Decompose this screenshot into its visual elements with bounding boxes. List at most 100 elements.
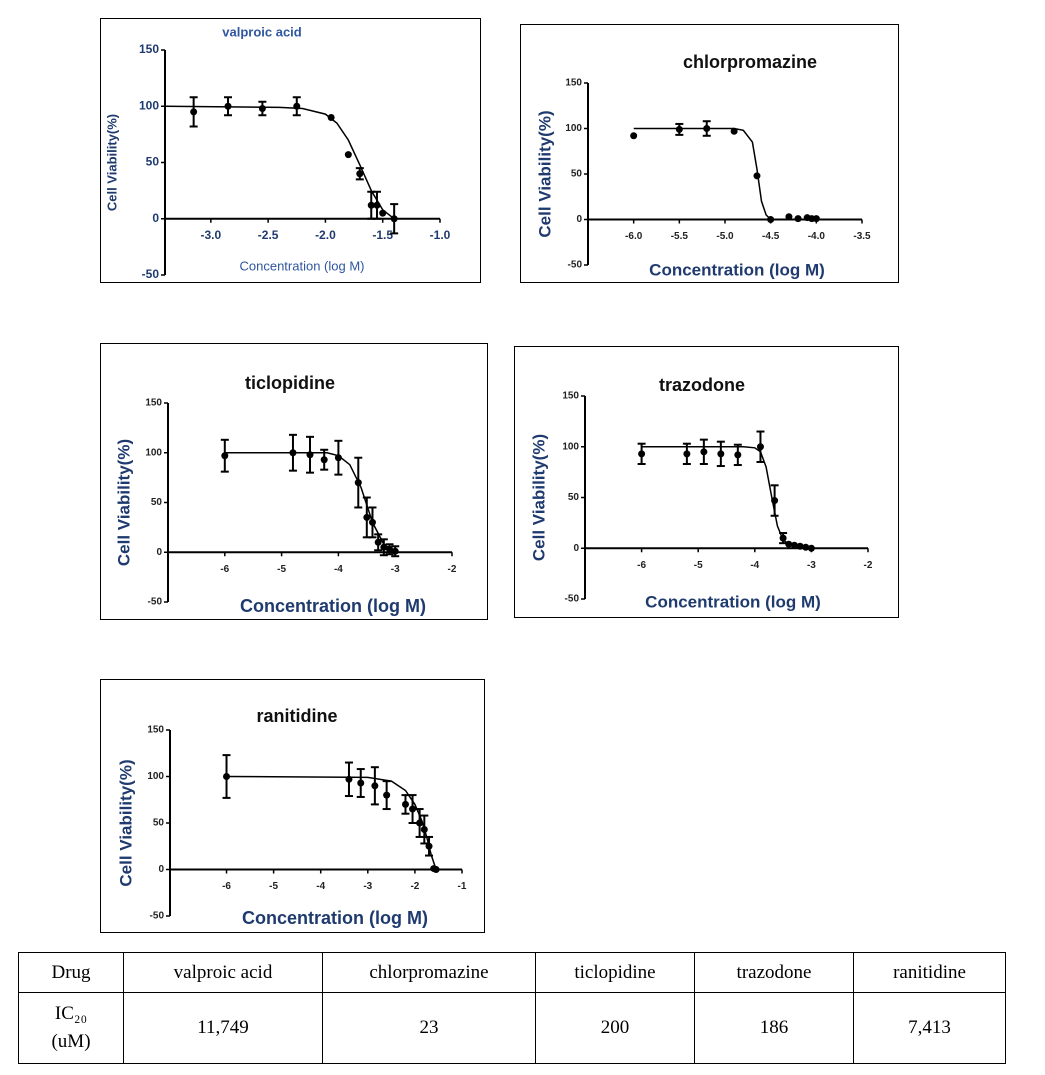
header-cell: valproic acid <box>123 952 323 993</box>
y-axis-label: Cell Viability(%) <box>104 114 119 211</box>
y-tick-label: 150 <box>565 78 582 89</box>
data-point <box>630 132 638 140</box>
chart-title: valproic acid <box>222 24 302 39</box>
data-point <box>756 443 764 451</box>
x-axis-label: Concentration (log M) <box>649 260 825 279</box>
x-axis-label: Concentration (log M) <box>240 258 365 273</box>
data-point <box>356 170 364 178</box>
data-point <box>717 450 725 458</box>
chart-title: trazodone <box>659 375 745 395</box>
data-point <box>367 201 375 209</box>
x-tick-label: -3 <box>807 560 816 571</box>
y-tick-label: -50 <box>565 594 580 605</box>
data-point <box>374 538 382 546</box>
x-tick-label: -4.0 <box>808 231 826 242</box>
cell: 23 <box>322 992 536 1064</box>
x-tick-label: -4 <box>750 560 759 571</box>
y-axis-label: Cell Viability(%) <box>535 110 554 237</box>
x-axis-label: Concentration (log M) <box>242 908 428 928</box>
x-tick-label: -5.5 <box>671 231 689 242</box>
header-cell: Drug <box>18 952 124 993</box>
fit-curve <box>224 452 396 553</box>
y-tick-label: 150 <box>562 391 579 402</box>
fit-curve <box>164 105 395 220</box>
y-tick-label: 100 <box>562 441 579 452</box>
data-point <box>675 125 683 133</box>
x-axis-label: Concentration (log M) <box>240 596 426 616</box>
row-label: IC₂₀ (uM) <box>18 992 124 1064</box>
x-tick-label: -5.0 <box>716 231 734 242</box>
fit-curve <box>641 446 812 550</box>
x-tick-label: -3 <box>391 564 400 575</box>
header-cell: ticlopidine <box>535 952 695 993</box>
x-tick-label: -2 <box>410 881 419 892</box>
y-tick-label: 150 <box>139 42 159 56</box>
cell: 200 <box>535 992 695 1064</box>
x-tick-label: -1.5 <box>372 228 393 242</box>
y-tick-label: 0 <box>152 211 159 225</box>
cell: 7,413 <box>853 992 1006 1064</box>
cell: 186 <box>694 992 854 1064</box>
y-axis-label: Cell Viability(%) <box>116 759 135 886</box>
header-cell: trazodone <box>694 952 854 993</box>
x-tick-label: -5 <box>694 560 703 571</box>
data-point <box>221 452 229 460</box>
data-point <box>401 800 409 808</box>
data-point <box>409 805 417 813</box>
y-tick-label: 100 <box>145 447 162 458</box>
y-axis-label: Cell Viability(%) <box>529 434 548 561</box>
x-tick-label: -2 <box>448 564 457 575</box>
cell: 11,749 <box>123 992 323 1064</box>
y-tick-label: 0 <box>156 547 162 558</box>
panel-frame <box>100 679 485 933</box>
x-tick-label: -3.0 <box>200 228 221 242</box>
table-header: Drug valproic acid chlorpromazine ticlop… <box>18 952 1006 993</box>
data-point <box>363 513 371 521</box>
data-point <box>683 450 691 458</box>
panel-frame <box>100 343 488 620</box>
chart-title: chlorpromazine <box>683 52 817 72</box>
y-tick-label: -50 <box>568 260 583 271</box>
fit-curve <box>633 127 853 221</box>
ic20-table: Drug valproic acid chlorpromazine ticlop… <box>18 952 1006 1064</box>
y-tick-label: 50 <box>568 492 580 503</box>
data-point <box>190 108 198 116</box>
data-point <box>344 151 352 159</box>
y-tick-label: 0 <box>158 864 164 875</box>
y-tick-label: 150 <box>145 398 162 409</box>
data-point <box>320 456 328 464</box>
x-tick-label: -4 <box>334 564 343 575</box>
y-tick-label: 100 <box>565 123 582 134</box>
data-point <box>785 213 793 221</box>
header-cell: chlorpromazine <box>322 952 536 993</box>
x-tick-label: -3 <box>363 881 372 892</box>
chart-title: ticlopidine <box>245 373 335 393</box>
data-point <box>357 779 365 787</box>
x-tick-label: -2.0 <box>315 228 336 242</box>
x-tick-label: -2.5 <box>258 228 279 242</box>
y-axis-label: Cell Viability(%) <box>114 439 133 566</box>
x-tick-label: -4 <box>316 881 325 892</box>
x-tick-label: -6.0 <box>625 231 643 242</box>
x-tick-label: -1.0 <box>430 228 451 242</box>
fit-curve <box>226 775 437 870</box>
data-point <box>700 448 708 456</box>
data-point <box>734 451 742 459</box>
x-tick-label: -4.5 <box>762 231 780 242</box>
y-tick-label: -50 <box>150 911 165 922</box>
data-point <box>258 105 266 112</box>
y-tick-label: 50 <box>151 497 163 508</box>
y-tick-label: -50 <box>148 597 163 608</box>
x-tick-label: -2 <box>864 560 873 571</box>
header-cell: ranitidine <box>853 952 1006 993</box>
y-tick-label: 50 <box>153 818 165 829</box>
x-tick-label: -6 <box>220 564 229 575</box>
y-tick-label: 100 <box>147 771 164 782</box>
data-point <box>812 215 820 223</box>
y-tick-label: 50 <box>146 155 160 169</box>
y-tick-label: 50 <box>571 169 583 180</box>
x-tick-label: -5 <box>269 881 278 892</box>
x-tick-label: -1 <box>458 881 467 892</box>
data-point <box>638 450 646 458</box>
